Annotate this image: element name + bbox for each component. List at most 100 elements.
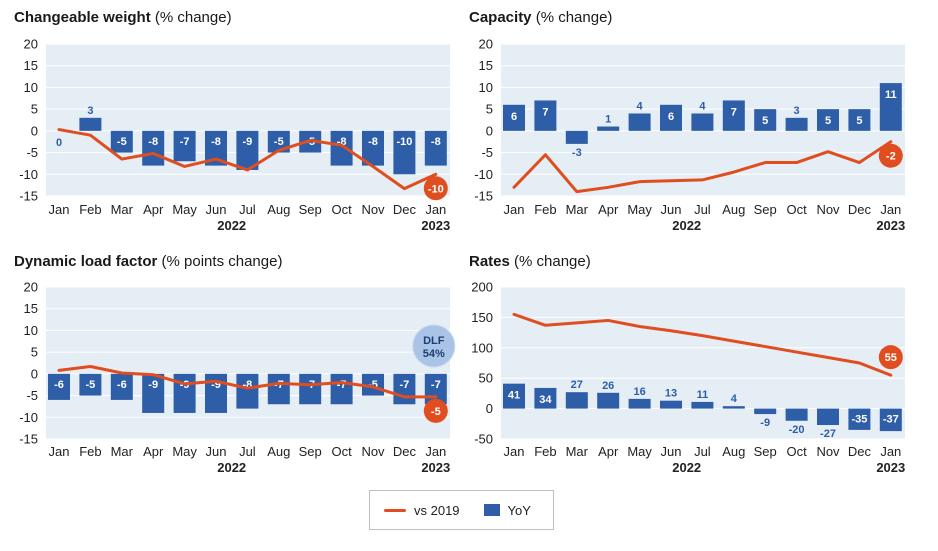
x-tick-label: Aug bbox=[267, 444, 290, 459]
y-tick-label: 0 bbox=[31, 123, 38, 138]
bar-value-label: 5 bbox=[825, 115, 831, 127]
line-end-label: -2 bbox=[886, 151, 896, 163]
y-tick-label: 20 bbox=[24, 280, 38, 295]
bar-value-label: -5 bbox=[368, 379, 378, 391]
bar bbox=[817, 109, 839, 131]
x-tick-label: Feb bbox=[534, 444, 556, 459]
year-label: 2022 bbox=[672, 460, 701, 475]
chart-panel-3: Dynamic load factor (% points change) 20 1… bbox=[14, 253, 456, 475]
bar-value-label: -8 bbox=[431, 136, 441, 148]
x-tick-label: Jan bbox=[49, 202, 70, 217]
bar-value-label: -37 bbox=[883, 414, 899, 426]
bar bbox=[236, 373, 259, 409]
y-tick-label: 10 bbox=[24, 323, 38, 338]
bar bbox=[236, 130, 259, 170]
x-tick-label: Nov bbox=[361, 444, 385, 459]
x-tick-label: Aug bbox=[267, 202, 290, 217]
x-tick-label: Mar bbox=[111, 202, 134, 217]
bar-value-label: -9 bbox=[760, 417, 770, 429]
bar-value-label: -8 bbox=[337, 136, 347, 148]
line-end-marker bbox=[423, 398, 448, 423]
bar bbox=[565, 130, 588, 144]
x-tick-label: Jul bbox=[694, 444, 711, 459]
year-label: 2023 bbox=[876, 460, 905, 475]
bar-value-label: -7 bbox=[400, 379, 410, 391]
bar bbox=[785, 117, 808, 131]
bar bbox=[565, 392, 588, 409]
chart-title-subtitle: (% change) bbox=[510, 253, 591, 270]
x-tick-label: May bbox=[172, 202, 197, 217]
x-tick-label: May bbox=[172, 444, 197, 459]
x-tick-label: Nov bbox=[816, 202, 840, 217]
bar bbox=[628, 113, 651, 131]
legend-bar-label: YoY bbox=[507, 502, 531, 518]
bar bbox=[110, 373, 133, 400]
bar bbox=[754, 408, 777, 415]
x-tick-label: Jan bbox=[880, 202, 901, 217]
chart-title-bold: Rates bbox=[469, 253, 510, 270]
x-tick-label: Mar bbox=[566, 202, 589, 217]
year-label: 2023 bbox=[876, 218, 905, 233]
bar-value-label: 4 bbox=[699, 100, 706, 112]
bar-value-label: -9 bbox=[148, 379, 158, 391]
series-line-vs-2019 bbox=[512, 140, 893, 194]
x-tick-label: Dec bbox=[848, 202, 872, 217]
bar bbox=[205, 130, 227, 166]
x-tick-label: May bbox=[627, 202, 652, 217]
bar-value-label: -3 bbox=[572, 147, 582, 159]
bar-value-label: -9 bbox=[243, 136, 253, 148]
bar-value-label: -8 bbox=[368, 136, 378, 148]
bar bbox=[267, 373, 290, 405]
bar-value-label: -5 bbox=[117, 136, 127, 148]
y-tick-label: 150 bbox=[471, 310, 493, 325]
bar-value-label: 4 bbox=[637, 100, 644, 112]
x-tick-label: Apr bbox=[598, 202, 619, 217]
bar-value-label: 13 bbox=[665, 388, 677, 400]
chart-title: Rates (% change) bbox=[469, 253, 591, 270]
bar bbox=[110, 130, 133, 153]
bar-value-label: 26 bbox=[602, 380, 614, 392]
y-tick-label: 10 bbox=[479, 80, 493, 95]
year-label: 2023 bbox=[421, 460, 450, 475]
x-tick-label: Feb bbox=[534, 202, 556, 217]
x-tick-label: Sep bbox=[299, 444, 322, 459]
x-tick-label: Sep bbox=[754, 444, 777, 459]
chart-title: Dynamic load factor (% points change) bbox=[14, 253, 282, 270]
x-tick-label: Apr bbox=[143, 202, 164, 217]
bar-value-label: -8 bbox=[211, 136, 221, 148]
bar bbox=[503, 383, 525, 409]
bar-value-label: 41 bbox=[508, 390, 520, 402]
bar bbox=[879, 83, 902, 131]
y-tick-label: 50 bbox=[479, 371, 493, 386]
plot-area bbox=[46, 44, 450, 196]
bar-value-label: 6 bbox=[668, 111, 674, 123]
x-tick-label: Feb bbox=[79, 444, 101, 459]
x-tick-label: Sep bbox=[299, 202, 322, 217]
bar bbox=[628, 398, 651, 409]
y-tick-label: -15 bbox=[474, 189, 493, 204]
x-tick-label: Dec bbox=[393, 444, 417, 459]
x-tick-label: Jan bbox=[504, 202, 525, 217]
line-end-marker bbox=[878, 143, 903, 168]
bar bbox=[722, 100, 745, 131]
bar bbox=[503, 104, 525, 131]
bar-value-label: -9 bbox=[211, 379, 221, 391]
bar-value-label: -7 bbox=[431, 379, 441, 391]
bar-value-label: -5 bbox=[86, 379, 96, 391]
y-tick-label: -15 bbox=[19, 189, 38, 204]
y-tick-label: 15 bbox=[24, 58, 38, 73]
bar bbox=[754, 109, 777, 131]
x-tick-label: Jan bbox=[880, 444, 901, 459]
bar-value-label: -10 bbox=[396, 136, 412, 148]
year-label: 2022 bbox=[217, 460, 246, 475]
series-line-vs-2019 bbox=[57, 128, 438, 191]
bar-value-label: -35 bbox=[851, 414, 867, 426]
x-tick-label: Jun bbox=[661, 444, 682, 459]
bar bbox=[299, 373, 322, 405]
bar-value-label: 16 bbox=[633, 386, 645, 398]
line-end-marker bbox=[423, 176, 448, 201]
bar bbox=[597, 126, 620, 131]
y-tick-label: -5 bbox=[481, 145, 493, 160]
x-tick-label: Nov bbox=[361, 202, 385, 217]
x-tick-label: Jun bbox=[206, 202, 227, 217]
